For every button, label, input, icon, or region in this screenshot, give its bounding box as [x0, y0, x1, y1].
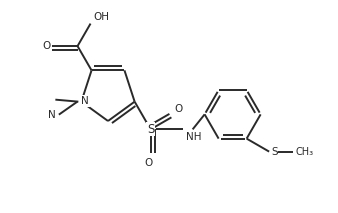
Text: S: S: [271, 147, 278, 157]
Text: O: O: [42, 41, 51, 51]
Text: O: O: [145, 158, 153, 168]
Text: O: O: [174, 104, 183, 114]
Text: OH: OH: [94, 12, 110, 22]
Text: S: S: [147, 123, 154, 136]
Text: N: N: [48, 110, 56, 120]
Text: NH: NH: [186, 132, 201, 142]
Text: N: N: [80, 97, 88, 107]
Text: CH₃: CH₃: [295, 147, 313, 157]
Text: N: N: [81, 96, 89, 106]
